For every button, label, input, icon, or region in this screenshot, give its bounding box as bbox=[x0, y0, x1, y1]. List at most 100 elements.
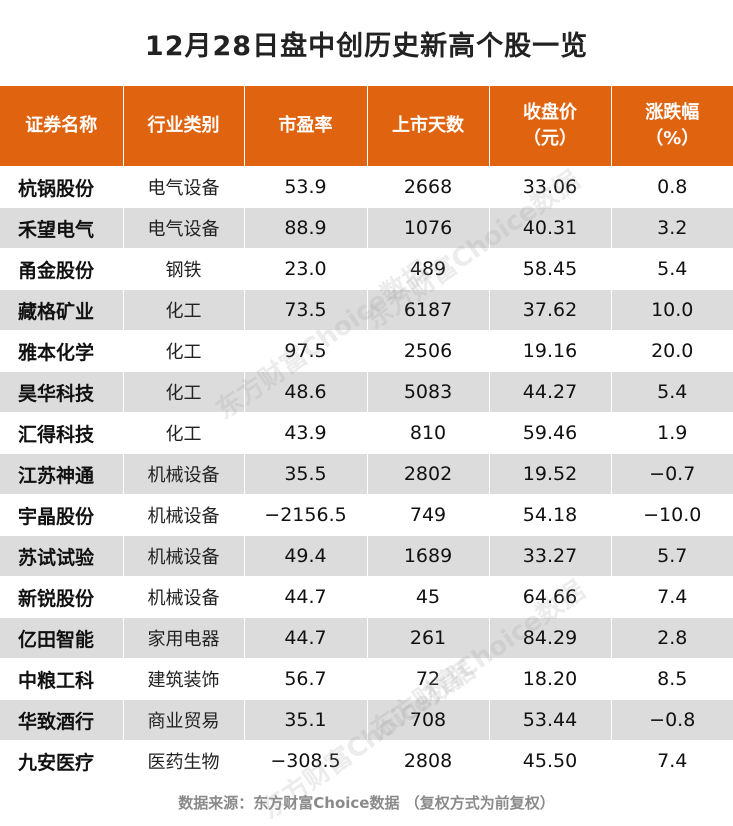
stock-name: 华致酒行 bbox=[0, 700, 123, 741]
pe-ratio: 44.7 bbox=[244, 577, 367, 618]
header-change: 涨跌幅 （%） bbox=[611, 86, 733, 167]
listed-days: 2506 bbox=[367, 331, 489, 372]
industry: 建筑装饰 bbox=[123, 659, 244, 700]
page-title: 12月28日盘中创历史新高个股一览 bbox=[0, 0, 733, 86]
header-industry: 行业类别 bbox=[123, 86, 244, 167]
table-header: 证券名称 行业类别 市盈率 上市天数 收盘价 （元） 涨跌幅 （%） bbox=[0, 86, 733, 167]
industry: 化工 bbox=[123, 413, 244, 454]
change-percent: 5.4 bbox=[611, 372, 733, 413]
close-price: 19.52 bbox=[489, 454, 611, 495]
close-price: 40.31 bbox=[489, 208, 611, 249]
change-percent: 10.0 bbox=[611, 290, 733, 331]
industry: 钢铁 bbox=[123, 249, 244, 290]
change-percent: −0.7 bbox=[611, 454, 733, 495]
new-high-stocks-table: 证券名称 行业类别 市盈率 上市天数 收盘价 （元） 涨跌幅 （%） 杭锅股份电… bbox=[0, 86, 733, 781]
close-price: 19.16 bbox=[489, 331, 611, 372]
pe-ratio: 44.7 bbox=[244, 618, 367, 659]
pe-ratio: 73.5 bbox=[244, 290, 367, 331]
close-price: 64.66 bbox=[489, 577, 611, 618]
header-change-unit: （%） bbox=[612, 126, 733, 152]
industry: 机械设备 bbox=[123, 536, 244, 577]
industry: 机械设备 bbox=[123, 495, 244, 536]
stock-name: 中粮工科 bbox=[0, 659, 123, 700]
header-row: 证券名称 行业类别 市盈率 上市天数 收盘价 （元） 涨跌幅 （%） bbox=[0, 86, 733, 167]
listed-days: 2802 bbox=[367, 454, 489, 495]
pe-ratio: 35.5 bbox=[244, 454, 367, 495]
industry: 化工 bbox=[123, 290, 244, 331]
listed-days: 6187 bbox=[367, 290, 489, 331]
industry: 化工 bbox=[123, 372, 244, 413]
listed-days: 72 bbox=[367, 659, 489, 700]
pe-ratio: −308.5 bbox=[244, 741, 367, 782]
change-percent: −0.8 bbox=[611, 700, 733, 741]
change-percent: 7.4 bbox=[611, 577, 733, 618]
stock-name: 汇得科技 bbox=[0, 413, 123, 454]
change-percent: 2.8 bbox=[611, 618, 733, 659]
listed-days: 1076 bbox=[367, 208, 489, 249]
listed-days: 810 bbox=[367, 413, 489, 454]
pe-ratio: 48.6 bbox=[244, 372, 367, 413]
industry: 化工 bbox=[123, 331, 244, 372]
pe-ratio: 97.5 bbox=[244, 331, 367, 372]
listed-days: 1689 bbox=[367, 536, 489, 577]
change-percent: 0.8 bbox=[611, 167, 733, 208]
header-days: 上市天数 bbox=[367, 86, 489, 167]
pe-ratio: 49.4 bbox=[244, 536, 367, 577]
stock-name: 雅本化学 bbox=[0, 331, 123, 372]
industry: 电气设备 bbox=[123, 208, 244, 249]
change-percent: 1.9 bbox=[611, 413, 733, 454]
pe-ratio: 23.0 bbox=[244, 249, 367, 290]
industry: 机械设备 bbox=[123, 454, 244, 495]
stock-name: 藏格矿业 bbox=[0, 290, 123, 331]
stock-name: 江苏神通 bbox=[0, 454, 123, 495]
header-name: 证券名称 bbox=[0, 86, 123, 167]
change-percent: 7.4 bbox=[611, 741, 733, 782]
pe-ratio: 35.1 bbox=[244, 700, 367, 741]
industry: 医药生物 bbox=[123, 741, 244, 782]
change-percent: 8.5 bbox=[611, 659, 733, 700]
close-price: 53.44 bbox=[489, 700, 611, 741]
header-close: 收盘价 （元） bbox=[489, 86, 611, 167]
industry: 机械设备 bbox=[123, 577, 244, 618]
close-price: 33.27 bbox=[489, 536, 611, 577]
listed-days: 749 bbox=[367, 495, 489, 536]
pe-ratio: 88.9 bbox=[244, 208, 367, 249]
header-close-unit: （元） bbox=[490, 126, 611, 152]
header-change-label: 涨跌幅 bbox=[612, 100, 733, 126]
industry: 家用电器 bbox=[123, 618, 244, 659]
listed-days: 2668 bbox=[367, 167, 489, 208]
pe-ratio: 56.7 bbox=[244, 659, 367, 700]
industry: 商业贸易 bbox=[123, 700, 244, 741]
close-price: 18.20 bbox=[489, 659, 611, 700]
change-percent: 20.0 bbox=[611, 331, 733, 372]
stock-table-container: 证券名称 行业类别 市盈率 上市天数 收盘价 （元） 涨跌幅 （%） 杭锅股份电… bbox=[0, 86, 733, 781]
pe-ratio: 53.9 bbox=[244, 167, 367, 208]
stock-name: 甬金股份 bbox=[0, 249, 123, 290]
header-pe: 市盈率 bbox=[244, 86, 367, 167]
stock-name: 杭锅股份 bbox=[0, 167, 123, 208]
stock-name: 亿田智能 bbox=[0, 618, 123, 659]
data-source-footer: 数据来源：东方财富Choice数据 （复权方式为前复权） bbox=[0, 784, 733, 820]
stock-name: 禾望电气 bbox=[0, 208, 123, 249]
close-price: 58.45 bbox=[489, 249, 611, 290]
listed-days: 5083 bbox=[367, 372, 489, 413]
close-price: 59.46 bbox=[489, 413, 611, 454]
close-price: 54.18 bbox=[489, 495, 611, 536]
change-percent: 3.2 bbox=[611, 208, 733, 249]
stock-name: 新锐股份 bbox=[0, 577, 123, 618]
stock-name: 苏试试验 bbox=[0, 536, 123, 577]
change-percent: 5.7 bbox=[611, 536, 733, 577]
listed-days: 2808 bbox=[367, 741, 489, 782]
